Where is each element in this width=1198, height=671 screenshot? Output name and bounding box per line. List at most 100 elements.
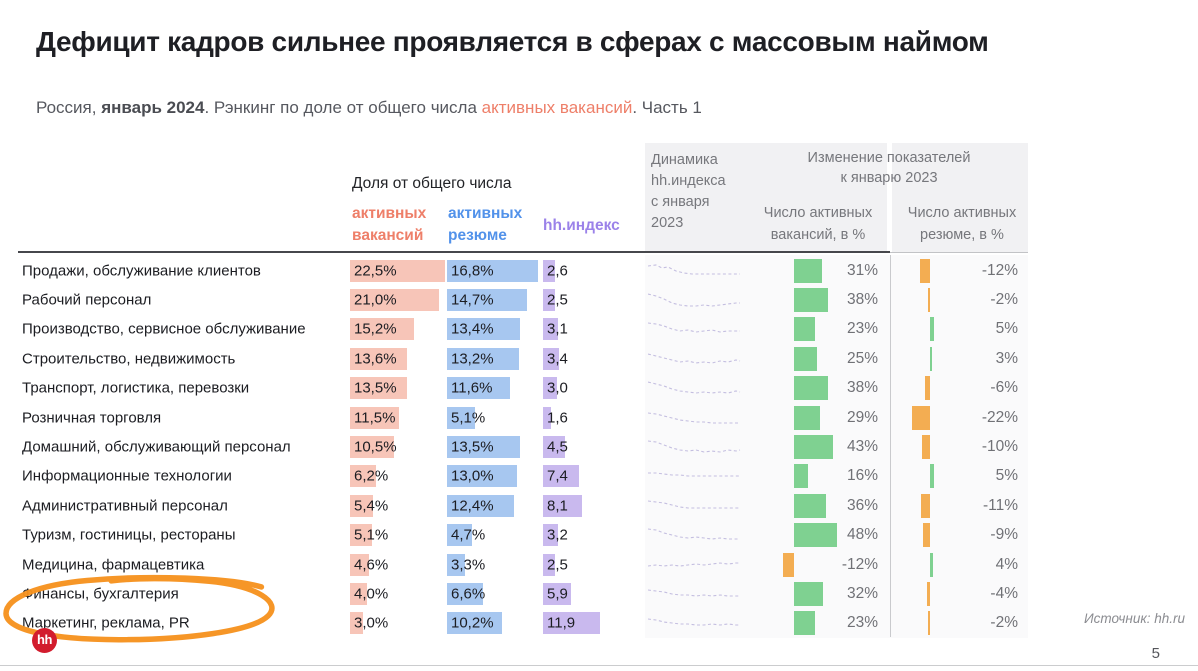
hh-index-value: 3,1 — [547, 320, 568, 338]
resumes-change-value: 5% — [995, 467, 1018, 485]
row-category: Транспорт, логистика, перевозки — [22, 379, 250, 397]
hh-index-sparkline — [648, 528, 740, 540]
vacancies-change-bar — [794, 523, 838, 548]
resumes-change-bar — [925, 376, 930, 401]
vacancies-share-value: 5,1% — [354, 526, 389, 544]
resumes-share-bar — [447, 318, 520, 341]
resumes-change-bar — [920, 258, 930, 283]
vacancies-change-value: 48% — [846, 526, 878, 544]
vacancies-change-value: 29% — [846, 408, 878, 426]
resumes-change-header-panel — [892, 143, 1028, 253]
vacancies-share-value: 10,5% — [354, 438, 397, 456]
resumes-share-bar — [447, 347, 519, 370]
vacancies-change-value: 38% — [846, 291, 878, 309]
hh-index-bar — [543, 377, 558, 400]
vacancies-change-value: 23% — [846, 614, 878, 632]
resumes-share-value: 13,0% — [451, 467, 494, 485]
hh-index-value: 1,6 — [547, 409, 568, 427]
header-underline — [18, 251, 890, 253]
vacancies-change-bar — [794, 435, 833, 460]
vacancies-share-bar — [350, 553, 370, 576]
hh-index-bar — [543, 436, 565, 459]
hh-index-value: 2,5 — [547, 291, 568, 309]
vacancies-share-bar — [350, 318, 415, 341]
resumes-col-header: активных резюме — [448, 205, 523, 244]
hh-index-value: 8,1 — [547, 497, 568, 515]
resumes-share-value: 13,2% — [451, 350, 494, 368]
page-number: 5 — [1151, 645, 1160, 662]
resumes-share-value: 11,6% — [451, 379, 493, 397]
subtitle-part: . Часть 1 — [632, 98, 702, 117]
table-row: Медицина, фармацевтика 4,6% 3,3% 2,5 -12% 4% — [0, 550, 1198, 579]
hh-index-sparkline — [648, 500, 740, 509]
header-underline-light — [890, 252, 1028, 253]
page-title: Дефицит кадров сильнее проявляется в сфе… — [36, 26, 989, 57]
vacancies-change-value: 31% — [846, 261, 878, 279]
resumes-share-bar — [447, 289, 527, 312]
vacancies-share-bar — [350, 347, 408, 370]
hh-index-bar — [543, 289, 555, 312]
vacancies-share-bar — [350, 524, 372, 547]
vacancies-share-value: 11,5% — [354, 409, 396, 427]
vacancies-change-value: 32% — [846, 585, 878, 603]
table-row: Розничная торговля 11,5% 5,1% 1,6 29% -22% — [0, 403, 1198, 432]
bottom-divider — [0, 665, 1198, 666]
vacancies-change-value: -12% — [841, 555, 878, 573]
hh-index-sparkline — [648, 381, 741, 394]
resumes-share-value: 6,6% — [451, 585, 486, 603]
resumes-share-bar — [447, 612, 503, 635]
table-row: Маркетинг, реклама, PR 3,0% 10,2% 11,9 23% -2… — [0, 609, 1198, 638]
row-category: Финансы, бухгалтерия — [22, 585, 179, 603]
vacancies-change-value: 16% — [846, 467, 878, 485]
row-category: Розничная торговля — [22, 409, 162, 427]
resumes-share-bar — [447, 524, 473, 547]
table-row: Рабочий персонал 21,0% 14,7% 2,5 38% -2% — [0, 285, 1198, 314]
vacancies-share-bar — [350, 259, 445, 282]
table-row: Транспорт, логистика, перевозки 13,5% 11,6… — [0, 374, 1198, 403]
vacancies-share-bar — [350, 465, 377, 488]
vacancies-change-value: 43% — [846, 438, 878, 456]
dynamics-col-header: Динамика hh.индекса с января 2023 — [651, 152, 726, 231]
vacancies-change-bar — [794, 405, 821, 430]
resumes-change-bar — [930, 552, 934, 577]
hh-index-sparkline — [648, 440, 741, 453]
vacancies-share-value: 6,2% — [354, 467, 389, 485]
row-category: Продажи, обслуживание клиентов — [22, 262, 261, 280]
vacancies-col-header: активных вакансий — [352, 205, 427, 244]
vacancies-share-bar — [350, 289, 439, 312]
resumes-change-bar — [930, 346, 933, 371]
hh-index-value: 3,4 — [547, 350, 568, 368]
resumes-change-bar — [928, 611, 930, 636]
vacancies-share-value: 5,4% — [354, 497, 389, 515]
hh-index-sparkline — [648, 618, 740, 627]
hh-index-value: 11,9 — [547, 614, 576, 632]
columns-divider — [890, 255, 891, 637]
hh-index-bar — [543, 553, 555, 576]
vacancies-share-value: 13,6% — [354, 350, 397, 368]
vacancies-share-bar — [350, 436, 395, 459]
resumes-change-bar — [928, 288, 930, 313]
resumes-change-bar — [922, 523, 930, 548]
table-row: Продажи, обслуживание клиентов 22,5% 16,8%… — [0, 256, 1198, 285]
resumes-change-value: -10% — [981, 438, 1018, 456]
vacancies-share-bar — [350, 612, 363, 635]
hh-index-bar — [543, 583, 572, 606]
table-row: Административный персонал 5,4% 12,4% 8,1 36%… — [0, 491, 1198, 520]
vacancies-change-value: 25% — [846, 349, 878, 367]
table-row: Домашний, обслуживающий персонал 10,5% 13,… — [0, 432, 1198, 461]
hh-index-bar — [543, 524, 559, 547]
row-category: Информационные технологии — [22, 467, 232, 485]
resumes-share-value: 5,1% — [451, 409, 486, 427]
hh-index-value: 4,5 — [547, 438, 568, 456]
hh-index-sparkline — [648, 412, 740, 424]
row-category: Медицина, фармацевтика — [22, 556, 205, 574]
vacancies-change-value: 36% — [846, 496, 878, 514]
resumes-change-bar — [930, 317, 935, 342]
hh-index-bar — [543, 347, 560, 370]
table-row: Информационные технологии 6,2% 13,0% 7,4 16%… — [0, 462, 1198, 491]
row-category: Маркетинг, реклама, PR — [22, 614, 190, 632]
resumes-change-bar — [920, 493, 930, 518]
resumes-share-bar — [447, 377, 510, 400]
hh-index-sparkline — [648, 322, 740, 334]
